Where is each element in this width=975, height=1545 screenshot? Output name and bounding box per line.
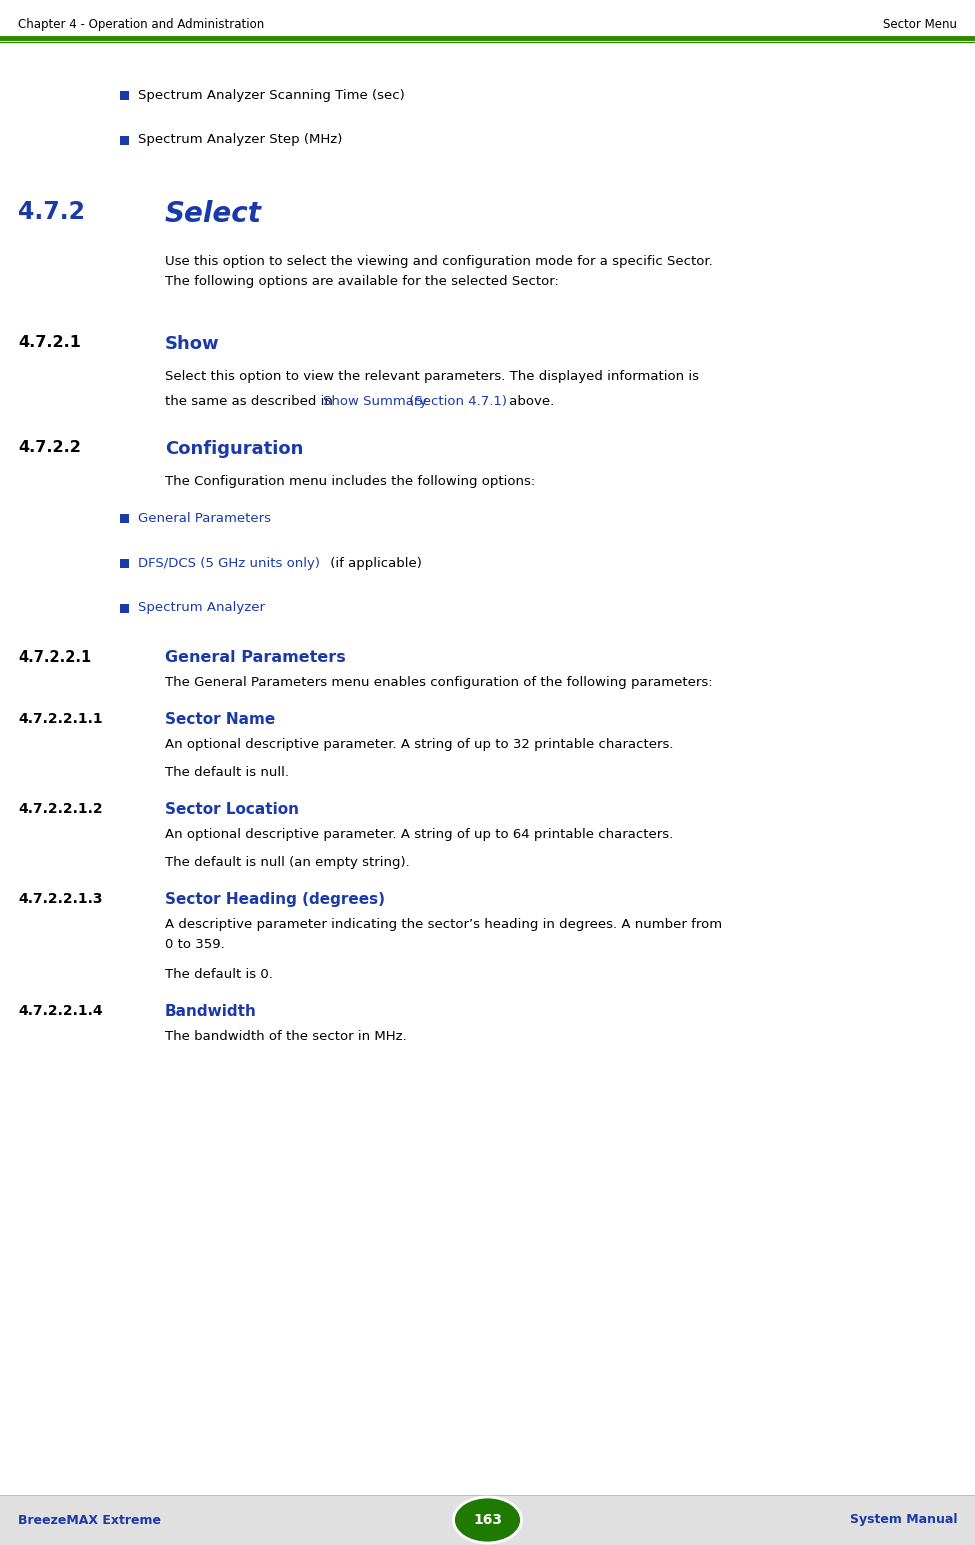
FancyBboxPatch shape xyxy=(120,136,129,145)
Text: Select: Select xyxy=(165,199,262,229)
Text: The default is 0.: The default is 0. xyxy=(165,969,273,981)
Text: 4.7.2.2.1.4: 4.7.2.2.1.4 xyxy=(18,1004,102,1018)
Text: Chapter 4 - Operation and Administration: Chapter 4 - Operation and Administration xyxy=(18,19,264,31)
Text: the same as described in: the same as described in xyxy=(165,396,337,408)
Text: The default is null.: The default is null. xyxy=(165,766,289,779)
Text: (if applicable): (if applicable) xyxy=(326,556,422,570)
Ellipse shape xyxy=(453,1497,522,1543)
Text: 4.7.2.2.1.3: 4.7.2.2.1.3 xyxy=(18,891,102,905)
Text: Spectrum Analyzer: Spectrum Analyzer xyxy=(138,601,265,615)
Text: above.: above. xyxy=(505,396,554,408)
Text: 4.7.2.2.1: 4.7.2.2.1 xyxy=(18,650,92,664)
Text: 4.7.2.2.1.2: 4.7.2.2.1.2 xyxy=(18,802,102,816)
Text: A descriptive parameter indicating the sector’s heading in degrees. A number fro: A descriptive parameter indicating the s… xyxy=(165,918,722,950)
Text: 4.7.2: 4.7.2 xyxy=(18,199,85,224)
Text: (Section 4.7.1): (Section 4.7.1) xyxy=(405,396,507,408)
Text: The Configuration menu includes the following options:: The Configuration menu includes the foll… xyxy=(165,474,535,488)
Text: The General Parameters menu enables configuration of the following parameters:: The General Parameters menu enables conf… xyxy=(165,677,713,689)
FancyBboxPatch shape xyxy=(120,91,129,99)
Text: Configuration: Configuration xyxy=(165,440,303,457)
FancyBboxPatch shape xyxy=(120,558,129,567)
Text: General Parameters: General Parameters xyxy=(138,511,271,524)
Text: Spectrum Analyzer Scanning Time (sec): Spectrum Analyzer Scanning Time (sec) xyxy=(138,88,405,102)
Text: Use this option to select the viewing and configuration mode for a specific Sect: Use this option to select the viewing an… xyxy=(165,255,713,287)
Text: Show: Show xyxy=(165,335,219,352)
FancyBboxPatch shape xyxy=(120,604,129,612)
FancyBboxPatch shape xyxy=(0,1496,975,1545)
Text: Select this option to view the relevant parameters. The displayed information is: Select this option to view the relevant … xyxy=(165,369,699,383)
Text: 163: 163 xyxy=(473,1513,502,1526)
FancyBboxPatch shape xyxy=(120,513,129,522)
Text: Sector Heading (degrees): Sector Heading (degrees) xyxy=(165,891,385,907)
Text: Show Summary: Show Summary xyxy=(323,396,427,408)
Text: The default is null (an empty string).: The default is null (an empty string). xyxy=(165,856,410,868)
Text: 4.7.2.1: 4.7.2.1 xyxy=(18,335,81,351)
Text: Bandwidth: Bandwidth xyxy=(165,1004,256,1020)
Text: Sector Name: Sector Name xyxy=(165,712,275,728)
Text: Sector Location: Sector Location xyxy=(165,802,299,817)
Text: DFS/DCS (5 GHz units only): DFS/DCS (5 GHz units only) xyxy=(138,556,320,570)
Text: BreezeMAX Extreme: BreezeMAX Extreme xyxy=(18,1514,161,1526)
Text: 4.7.2.2.1.1: 4.7.2.2.1.1 xyxy=(18,712,102,726)
Text: Sector Menu: Sector Menu xyxy=(883,19,957,31)
Text: General Parameters: General Parameters xyxy=(165,650,346,664)
Text: System Manual: System Manual xyxy=(849,1514,957,1526)
Text: 4.7.2.2: 4.7.2.2 xyxy=(18,440,81,454)
Text: The bandwidth of the sector in MHz.: The bandwidth of the sector in MHz. xyxy=(165,1031,407,1043)
Text: Spectrum Analyzer Step (MHz): Spectrum Analyzer Step (MHz) xyxy=(138,133,342,147)
Text: An optional descriptive parameter. A string of up to 32 printable characters.: An optional descriptive parameter. A str… xyxy=(165,739,674,751)
Text: An optional descriptive parameter. A string of up to 64 printable characters.: An optional descriptive parameter. A str… xyxy=(165,828,674,840)
